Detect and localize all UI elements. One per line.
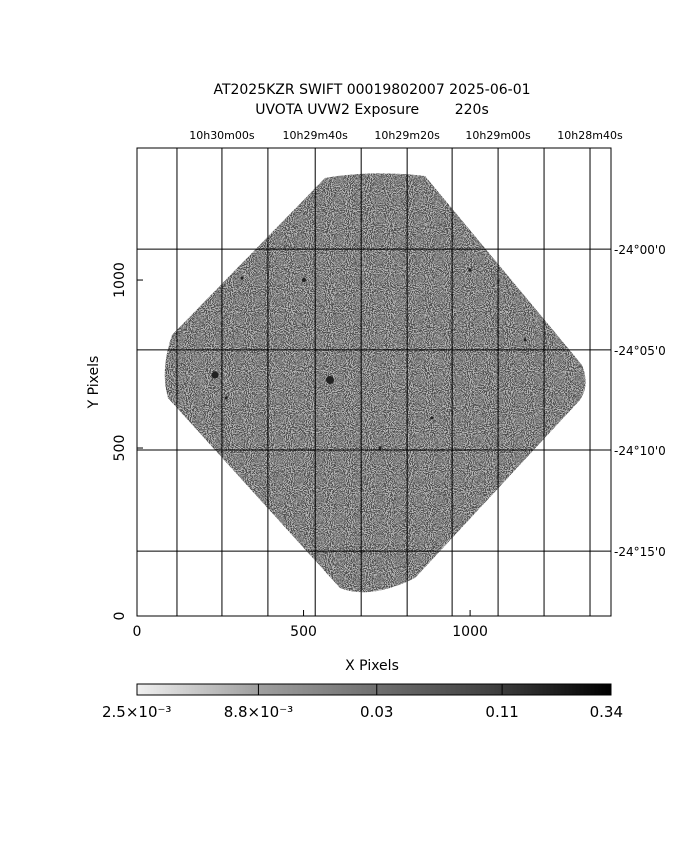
dec-label: -24°15'0 — [614, 545, 666, 559]
colorbar-tick-label: 0.03 — [360, 703, 393, 721]
ra-label: 10h30m00s — [189, 129, 255, 142]
dec-label: -24°05'0 — [614, 344, 666, 358]
x-tick-label: 1000 — [452, 624, 488, 640]
sky-image — [164, 173, 586, 593]
y-tick-label: 1000 — [112, 262, 128, 298]
y-axis-label: Y Pixels — [86, 356, 102, 410]
dec-label: -24°00'0 — [614, 243, 666, 257]
colorbar-tick-label: 0.34 — [590, 703, 623, 721]
title: AT2025KZR SWIFT 00019802007 2025-06-01 — [213, 82, 530, 98]
ra-label: 10h29m40s — [282, 129, 348, 142]
colorbar-tick-label: 8.8×10⁻³ — [224, 703, 293, 721]
colorbar-tick-label: 2.5×10⁻³ — [102, 703, 171, 721]
y-tick-label: 500 — [112, 435, 128, 462]
x-tick-label: 500 — [290, 624, 317, 640]
y-tick-label: 0 — [112, 612, 128, 621]
plot-frame — [136, 147, 612, 617]
subtitle: UVOTA UVW2 Exposure 220s — [255, 102, 489, 118]
sources — [211, 268, 527, 450]
ra-label: 10h28m40s — [557, 129, 623, 142]
colorbar-tick-label: 0.11 — [485, 703, 518, 721]
colorbar — [136, 683, 612, 696]
x-tick-label: 0 — [133, 624, 142, 640]
x-axis-label: X Pixels — [345, 658, 399, 674]
noise — [164, 173, 586, 593]
ra-label: 10h29m00s — [465, 129, 531, 142]
ra-label: 10h29m20s — [374, 129, 440, 142]
dec-label: -24°10'0 — [614, 444, 666, 458]
